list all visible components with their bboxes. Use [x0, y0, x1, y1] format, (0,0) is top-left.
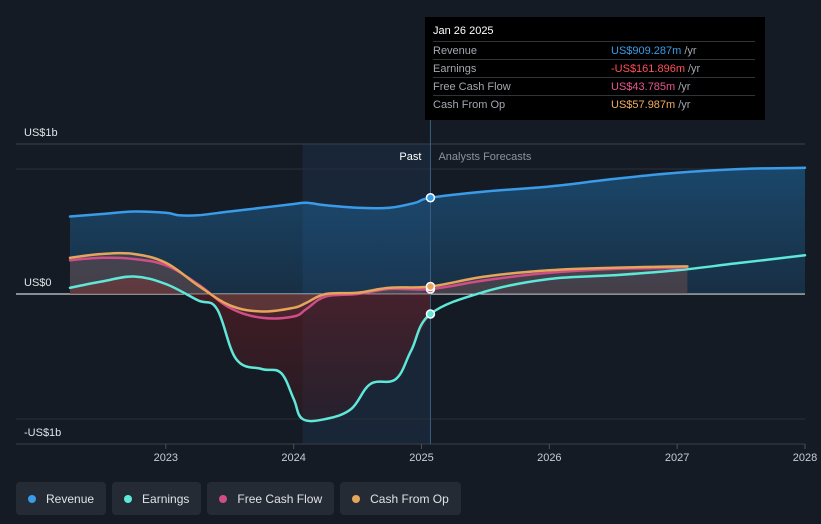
tooltip-row-cash-from-op: Cash From Op US$57.987m /yr	[433, 95, 755, 113]
y-label-bottom: -US$1b	[24, 427, 61, 439]
free-cash-flow-dot-icon	[219, 494, 228, 503]
tooltip-date: Jan 26 2025	[433, 25, 494, 37]
tooltip-row-revenue: Revenue US$909.287m /yr	[433, 41, 755, 59]
tooltip-row-earnings: Earnings -US$161.896m /yr	[433, 59, 755, 77]
legend-earnings-button[interactable]: Earnings	[112, 482, 202, 515]
revenue-marker	[425, 193, 436, 203]
tooltip-label: Cash From Op	[433, 98, 506, 111]
legend-free-cash-flow-button[interactable]: Free Cash Flow	[207, 482, 335, 515]
current-markers	[425, 193, 436, 319]
tooltip-unit: /yr	[678, 98, 691, 111]
tooltip-unit: /yr	[678, 80, 691, 93]
legend-label: Revenue	[46, 491, 95, 506]
legend-revenue-button[interactable]: Revenue	[16, 482, 107, 515]
tooltip-row-free-cash-flow: Free Cash Flow US$43.785m /yr	[433, 77, 755, 95]
free-cash-flow-line	[68, 256, 689, 320]
tooltip-value: -US$161.896m	[611, 62, 685, 75]
cash-from-op-area	[69, 253, 688, 312]
revenue-dot-icon	[28, 494, 36, 503]
cash-from-op-marker	[425, 281, 436, 292]
tooltip-value: US$43.785m	[611, 80, 676, 93]
x-tick-label: 2024	[281, 452, 305, 464]
cash-from-op-line	[68, 251, 689, 313]
legend-label: Earnings	[142, 491, 190, 506]
tooltip-label: Revenue	[433, 44, 478, 57]
tooltip-value: US$909.287m	[611, 44, 682, 57]
earnings-marker	[425, 309, 436, 319]
y-label-zero: US$0	[24, 277, 52, 289]
legend-cash-from-op-button[interactable]: Cash From Op	[340, 482, 461, 515]
tooltip-label: Free Cash Flow	[433, 80, 511, 93]
x-axis: 2023 2024 2025 2026 2027 2028	[154, 444, 817, 464]
gridlines	[16, 143, 805, 445]
revenue-line	[68, 166, 807, 218]
x-tick-label: 2023	[154, 452, 178, 464]
legend: Revenue Earnings Free Cash Flow Cash Fro…	[16, 482, 461, 515]
x-tick-label: 2026	[537, 452, 561, 464]
tooltip-value: US$57.987m	[611, 98, 676, 111]
legend-label: Free Cash Flow	[237, 491, 323, 506]
tooltip-unit: /yr	[684, 44, 697, 57]
revenue-area	[69, 167, 806, 294]
earnings-line	[68, 254, 807, 423]
legend-label: Cash From Op	[370, 491, 449, 506]
earnings-dot-icon	[124, 494, 133, 503]
tooltip-label: Earnings	[433, 62, 477, 75]
forecast-label: Analysts Forecasts	[438, 151, 531, 163]
x-tick-label: 2028	[793, 452, 817, 464]
x-tick-label: 2025	[409, 452, 433, 464]
tooltip-unit: /yr	[688, 62, 701, 75]
series-lines	[68, 166, 807, 423]
hover-tooltip: Jan 26 2025 Revenue US$909.287m /yr Earn…	[425, 17, 765, 120]
past-label: Past	[399, 151, 421, 163]
cash-from-op-dot-icon	[352, 494, 361, 503]
y-label-top: US$1b	[24, 127, 58, 139]
earnings-area	[69, 276, 431, 422]
x-tick-label: 2027	[665, 452, 689, 464]
